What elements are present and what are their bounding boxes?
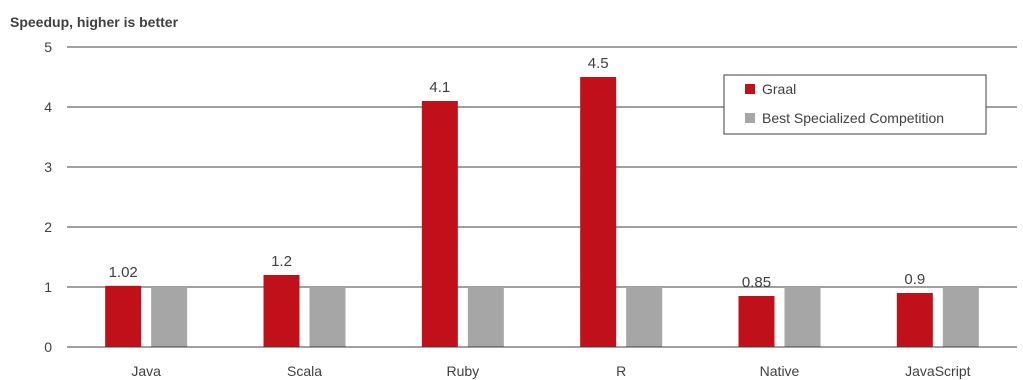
data-label: 1.2 <box>271 253 292 270</box>
x-category-label: JavaScript <box>905 363 970 379</box>
bar-competition <box>942 287 979 347</box>
data-label: 0.9 <box>904 271 925 288</box>
x-category-label: R <box>616 363 626 379</box>
x-axis: Java Scala Ruby R Native JavaScript <box>67 346 1017 379</box>
bar-graal <box>263 275 300 347</box>
legend-box <box>723 74 987 135</box>
bar-competition <box>467 287 504 347</box>
x-category-label: Ruby <box>446 363 479 379</box>
bar-competition <box>151 287 188 347</box>
chart-title: Speedup, higher is better <box>10 14 179 30</box>
bar-competition <box>309 287 346 347</box>
legend-swatch-competition <box>745 113 755 123</box>
data-label: 1.02 <box>109 264 138 281</box>
bar-graal <box>896 293 933 347</box>
bar-competition <box>626 287 663 347</box>
bar-graal <box>738 296 775 347</box>
legend-swatch-graal <box>745 84 755 94</box>
x-category-label: Java <box>131 363 161 379</box>
x-category-label: Native <box>760 363 800 379</box>
y-tick-label: 4 <box>44 99 52 115</box>
bars: 1.02 1.2 4.1 4.5 0.85 0.9 <box>105 55 979 347</box>
y-tick-label: 3 <box>44 159 52 175</box>
legend: Graal Best Specialized Competition <box>723 74 987 135</box>
y-tick-label: 2 <box>44 219 52 235</box>
data-label: 4.5 <box>588 55 609 72</box>
bar-competition <box>784 287 821 347</box>
legend-label-competition: Best Specialized Competition <box>762 110 944 126</box>
bar-graal <box>421 101 458 347</box>
bar-graal <box>105 285 142 347</box>
bar-graal <box>580 77 617 347</box>
y-tick-label: 0 <box>44 339 52 355</box>
legend-label-graal: Graal <box>762 81 796 97</box>
data-label: 0.85 <box>742 274 771 291</box>
y-tick-label: 1 <box>44 279 52 295</box>
y-axis-ticks: 0 1 2 3 4 5 <box>44 39 52 355</box>
y-tick-label: 5 <box>44 39 52 55</box>
x-category-label: Scala <box>287 363 322 379</box>
data-label: 4.1 <box>429 79 450 96</box>
